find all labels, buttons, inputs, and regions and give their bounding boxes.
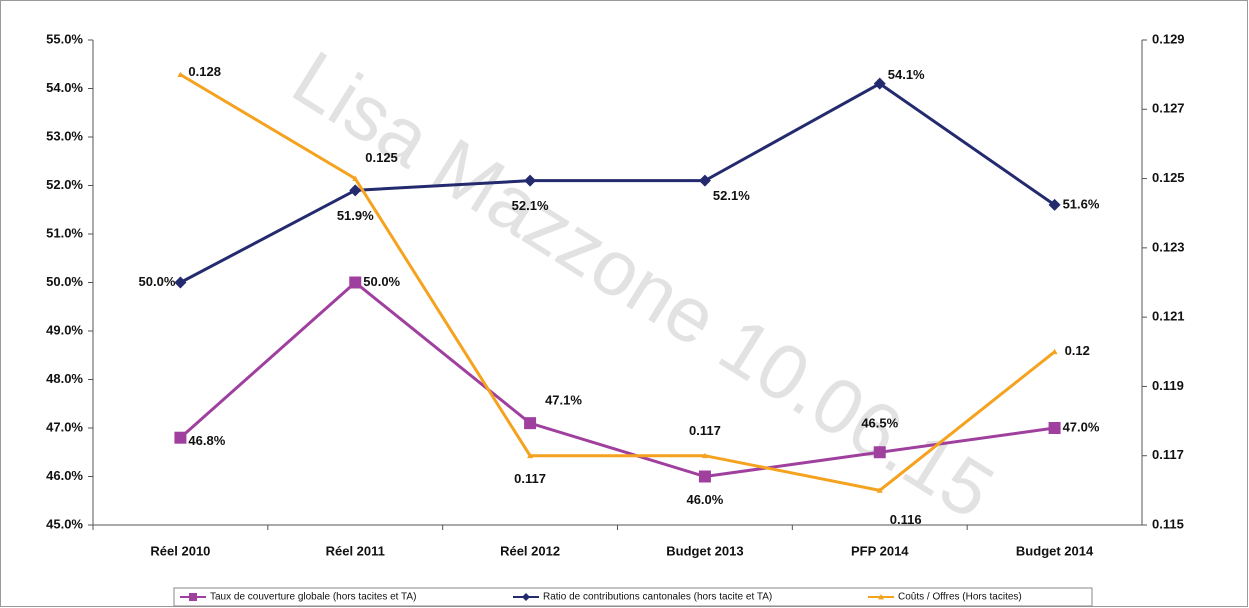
marker bbox=[349, 184, 362, 197]
y-tick-label: 50.0% bbox=[46, 274, 83, 289]
y2-tick-label: 0.125 bbox=[1152, 170, 1185, 185]
data-label: 47.0% bbox=[1063, 419, 1100, 434]
data-label: 46.8% bbox=[188, 433, 225, 448]
legend-label: Coûts / Offres (Hors tacites) bbox=[898, 592, 1022, 603]
data-label: 0.12 bbox=[1065, 343, 1090, 358]
data-label: 51.9% bbox=[337, 208, 374, 223]
y2-tick-label: 0.127 bbox=[1152, 101, 1185, 116]
marker bbox=[698, 174, 711, 187]
x-tick-label: Budget 2014 bbox=[1016, 543, 1094, 558]
marker bbox=[189, 593, 197, 601]
data-label: 0.125 bbox=[365, 150, 398, 165]
marker bbox=[701, 452, 708, 459]
data-label: 46.0% bbox=[686, 492, 723, 507]
data-label: 47.1% bbox=[545, 393, 582, 408]
y-tick-label: 47.0% bbox=[46, 419, 83, 434]
y-tick-label: 46.0% bbox=[46, 468, 83, 483]
marker bbox=[174, 276, 187, 289]
y-tick-label: 53.0% bbox=[46, 128, 83, 143]
marker bbox=[177, 71, 184, 78]
marker bbox=[873, 446, 886, 459]
data-label: 52.1% bbox=[713, 188, 750, 203]
x-tick-label: Réel 2011 bbox=[326, 543, 385, 558]
y2-tick-label: 0.117 bbox=[1152, 447, 1184, 462]
marker bbox=[1051, 348, 1058, 355]
x-tick-label: Réel 2010 bbox=[150, 543, 210, 558]
series-line bbox=[179, 81, 1056, 284]
series-line bbox=[179, 280, 1055, 479]
legend-box bbox=[173, 587, 1093, 607]
y2-tick-label: 0.129 bbox=[1152, 31, 1185, 46]
marker bbox=[878, 594, 884, 600]
data-label: 0.117 bbox=[514, 471, 546, 486]
legend-label: Taux de couverture globale (hors tacites… bbox=[210, 592, 416, 603]
legend-label: Ratio de contributions cantonales (hors … bbox=[543, 592, 772, 603]
y2-tick-label: 0.115 bbox=[1152, 516, 1184, 531]
marker bbox=[349, 276, 362, 289]
data-label: 0.117 bbox=[689, 423, 721, 438]
x-tick-label: Budget 2013 bbox=[666, 543, 743, 558]
y-tick-label: 48.0% bbox=[46, 371, 83, 386]
data-label: 50.0% bbox=[363, 274, 400, 289]
marker bbox=[698, 470, 711, 483]
x-tick-label: Réel 2012 bbox=[500, 543, 560, 558]
y-tick-label: 52.0% bbox=[46, 177, 83, 192]
y-tick-label: 55.0% bbox=[46, 31, 83, 46]
marker bbox=[174, 431, 187, 444]
marker bbox=[876, 487, 883, 493]
y2-tick-label: 0.119 bbox=[1152, 378, 1184, 393]
y2-tick-label: 0.121 bbox=[1152, 309, 1185, 324]
y-tick-label: 54.0% bbox=[46, 80, 83, 95]
marker bbox=[1048, 198, 1061, 211]
marker bbox=[527, 452, 534, 459]
marker bbox=[524, 174, 537, 187]
y-tick-label: 51.0% bbox=[46, 225, 83, 240]
data-label: 0.116 bbox=[890, 512, 922, 527]
marker bbox=[524, 417, 537, 430]
marker bbox=[1048, 422, 1061, 434]
y2-tick-label: 0.123 bbox=[1152, 239, 1185, 254]
data-label: 50.0% bbox=[139, 274, 176, 289]
data-label: 46.5% bbox=[861, 416, 898, 431]
data-label: 51.6% bbox=[1063, 196, 1100, 211]
x-tick-label: PFP 2014 bbox=[851, 543, 909, 558]
marker bbox=[873, 77, 886, 90]
data-label: 52.1% bbox=[512, 198, 549, 213]
marker bbox=[352, 175, 359, 181]
y-tick-label: 45.0% bbox=[46, 516, 83, 531]
data-label: 54.1% bbox=[888, 67, 925, 82]
data-label: 0.128 bbox=[188, 64, 221, 79]
y-tick-label: 49.0% bbox=[46, 322, 83, 337]
marker bbox=[522, 593, 530, 601]
series-line bbox=[179, 73, 1056, 492]
